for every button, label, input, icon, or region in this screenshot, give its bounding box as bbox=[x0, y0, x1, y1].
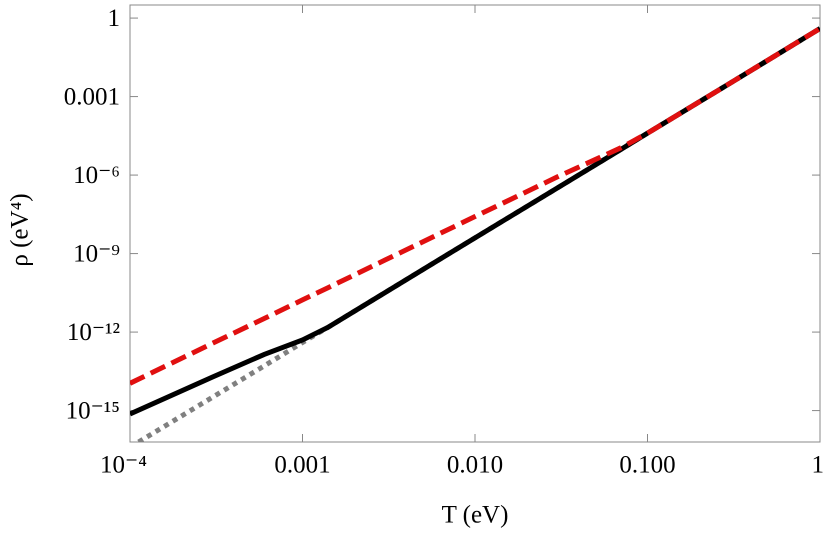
y-axis-title: ρ (eV⁴) bbox=[7, 193, 34, 266]
y-tick-label: 1 bbox=[108, 5, 121, 32]
x-tick-label: 0.001 bbox=[274, 452, 330, 479]
y-tick-label: 0.001 bbox=[64, 83, 120, 110]
x-tick-label: 0.010 bbox=[447, 452, 503, 479]
y-tick-label: 10⁻¹² bbox=[67, 319, 120, 346]
y-tick-label: 10⁻⁹ bbox=[73, 240, 120, 267]
y-tick-label: 10⁻¹⁵ bbox=[66, 397, 120, 424]
y-tick-label: 10⁻⁶ bbox=[73, 162, 120, 189]
x-tick-label: 1 bbox=[812, 452, 825, 479]
x-tick-label: 0.100 bbox=[619, 452, 675, 479]
plot-frame bbox=[129, 4, 821, 443]
series-line bbox=[130, 26, 820, 417]
x-tick-label: 10⁻⁴ bbox=[100, 452, 147, 479]
x-axis-title: T (eV) bbox=[442, 502, 509, 529]
series-line bbox=[130, 26, 820, 386]
